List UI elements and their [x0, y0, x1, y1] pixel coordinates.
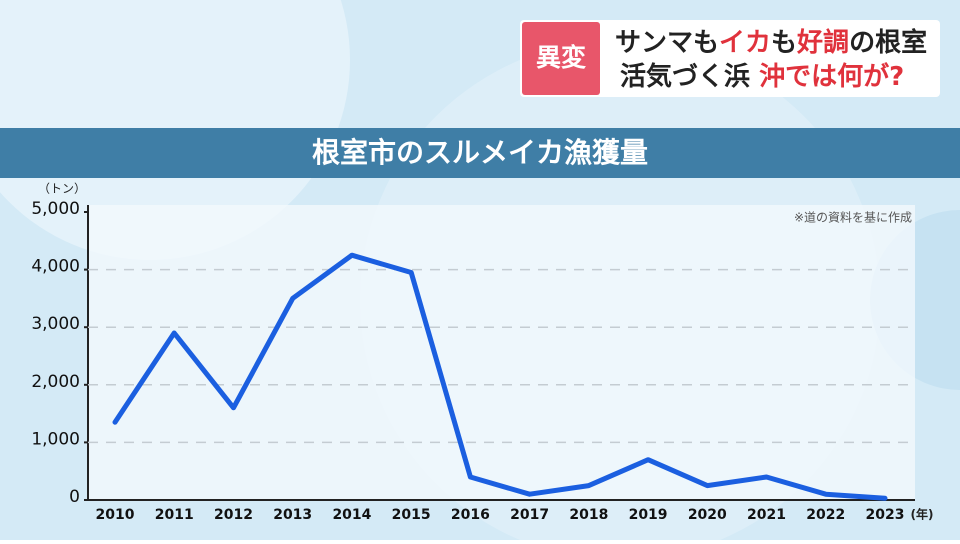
note: ※道の資料を基に作成 [794, 211, 912, 225]
headline-segment: 活気づく浜 [620, 61, 759, 92]
x-tick-label: 2021 [747, 507, 786, 523]
y-tick-label: 2,000 [31, 372, 80, 392]
y-tick-label: 1,000 [31, 429, 80, 449]
headline-segment: イカ [719, 28, 771, 58]
headline-segment: も [771, 28, 797, 58]
x-tick-label: 2010 [96, 507, 135, 523]
y-tick-label: 0 [69, 487, 80, 507]
x-tick-label: 2014 [332, 507, 371, 523]
x-tick-label: 2023 [866, 507, 905, 523]
banner-headline: サンマもイカも好調の根室 [615, 27, 927, 58]
x-tick-label: 2013 [273, 507, 312, 523]
banner-tag: 異変 [536, 43, 586, 72]
x-tick-label: 2022 [806, 507, 845, 523]
y-tick-label: 3,000 [31, 314, 80, 334]
x-tick-label: 2011 [155, 507, 194, 523]
banner-headline: 活気づく浜 沖では何が? [620, 61, 904, 92]
x-tick-label: 2016 [451, 507, 490, 523]
banner-tag-box [522, 22, 600, 95]
x-tick-label: 2017 [510, 507, 549, 523]
headline-segment: 好調 [796, 27, 849, 58]
title-bar [0, 128, 960, 178]
x-tick-label: 2019 [629, 507, 668, 523]
x-unit: (年) [911, 507, 934, 522]
headline-segment: の根室 [849, 27, 927, 58]
headline-segment: 沖では何が? [759, 61, 904, 92]
chart-title: 根室市のスルメイカ漁獲量 [312, 136, 648, 169]
x-tick-label: 2018 [569, 507, 608, 523]
data-line [112, 252, 888, 501]
x-tick-label: 2015 [392, 507, 431, 523]
x-tick-label: 2012 [214, 507, 253, 523]
plot-area [88, 205, 915, 500]
headline-segment: サンマも [615, 28, 719, 58]
y-tick-label: 4,000 [31, 257, 80, 277]
banner-box [520, 20, 940, 97]
y-tick-label: 5,000 [31, 199, 80, 219]
x-tick-label: 2020 [688, 507, 727, 523]
y-unit: （トン） [38, 182, 86, 196]
